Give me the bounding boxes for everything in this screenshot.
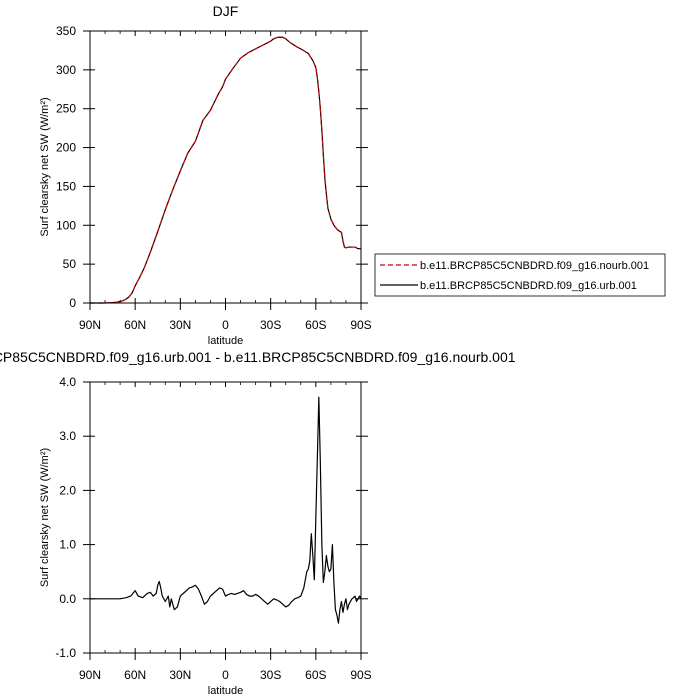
bottom-y-axis-label: Surf clearsky net SW (W/m²) — [39, 448, 51, 587]
series-line-b-0 — [90, 396, 362, 624]
x-tick-label: 90S — [350, 318, 371, 332]
top-legend: b.e11.BRCP85C5CNBDRD.f09_g16.nourb.001 b… — [374, 253, 666, 297]
top-chart-title: DJF — [213, 3, 239, 19]
legend-label-nourb: b.e11.BRCP85C5CNBDRD.f09_g16.nourb.001 — [420, 260, 649, 272]
y-tick-label: 50 — [63, 257, 77, 271]
x-tick-label: 60N — [124, 318, 146, 332]
y-tick-label: -1.0 — [55, 646, 76, 660]
x-tick-label: 90N — [79, 668, 101, 682]
y-tick-label: 2.0 — [59, 483, 76, 497]
top-panel: DJF latitude Surf clearsky net SW (W/m²)… — [39, 3, 666, 347]
x-tick-label: 30N — [169, 668, 191, 682]
bottom-x-axis-label: latitude — [208, 685, 243, 697]
x-tick-label: 0 — [222, 318, 229, 332]
x-tick-label: 30S — [260, 318, 281, 332]
y-tick-label: 250 — [56, 102, 76, 116]
legend-label-urb: b.e11.BRCP85C5CNBDRD.f09_g16.urb.001 — [420, 280, 637, 292]
x-tick-label: 90S — [350, 668, 371, 682]
x-tick-label: 30S — [260, 668, 281, 682]
bottom-series-group — [90, 396, 362, 624]
series-line-t-0 — [90, 36, 361, 304]
bottom-chart-title: b.e11.BRCP85C5CNBDRD.f09_g16.urb.001 - b… — [0, 349, 516, 365]
y-tick-label: 350 — [56, 24, 76, 38]
x-tick-label: 60N — [124, 668, 146, 682]
bottom-axis-ticks: 90N 60N 30N 0 30S 60S 90S -1.0 0.0 1.0 2.0 3.0 4.0 — [55, 375, 371, 682]
x-tick-label: 0 — [222, 668, 229, 682]
x-tick-label: 30N — [169, 318, 191, 332]
top-plot-frame — [89, 30, 362, 304]
y-tick-label: 300 — [56, 63, 76, 77]
top-series-group — [90, 36, 361, 304]
top-x-axis-label: latitude — [208, 335, 243, 347]
y-tick-label: 3.0 — [59, 429, 76, 443]
top-y-axis-label: Surf clearsky net SW (W/m²) — [39, 97, 51, 236]
y-tick-label: 200 — [56, 141, 76, 155]
y-tick-label: 150 — [56, 179, 76, 193]
series-line-t-1 — [90, 36, 361, 304]
top-axis-ticks: 90N 60N 30N 0 30S 60S 90S 0 50 100 150 200 250 300 350 — [56, 24, 372, 332]
legend-box — [374, 253, 666, 297]
y-tick-label: 1.0 — [59, 538, 76, 552]
y-tick-label: 0 — [69, 296, 76, 310]
y-tick-label: 100 — [56, 218, 76, 232]
bottom-plot-frame — [89, 381, 362, 654]
y-tick-label: 0.0 — [59, 592, 76, 606]
x-tick-label: 90N — [79, 318, 101, 332]
x-tick-label: 60S — [305, 668, 326, 682]
y-tick-label: 4.0 — [59, 375, 76, 389]
x-tick-label: 60S — [305, 318, 326, 332]
bottom-panel: b.e11.BRCP85C5CNBDRD.f09_g16.urb.001 - b… — [0, 349, 516, 697]
